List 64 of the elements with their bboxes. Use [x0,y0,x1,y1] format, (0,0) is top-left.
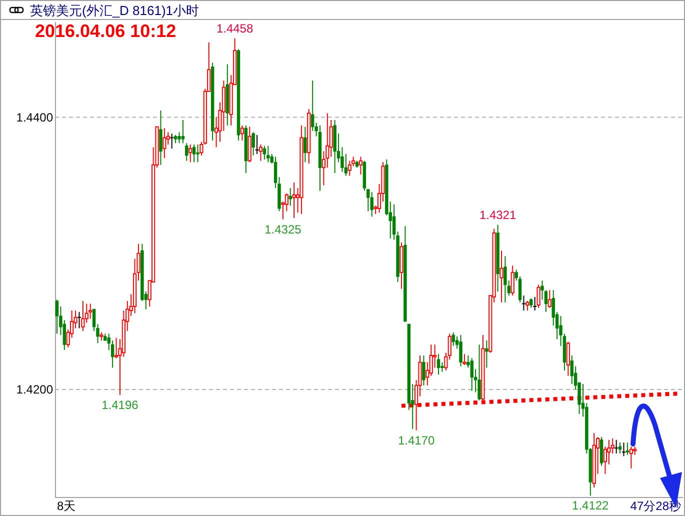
candlestick [536,284,540,308]
candlestick [252,132,255,156]
chart-title: 英镑美元(外汇_D 8161)1小时 [30,3,200,18]
candlestick [436,354,440,376]
candlestick [470,358,474,392]
candlestick [526,300,530,312]
candlestick [500,250,504,303]
candlestick [81,300,85,332]
annotation: 1.4458 [216,21,254,36]
candlestick [181,119,185,144]
candlestick [292,182,296,218]
candlestick [178,132,181,144]
candlestick [304,126,307,163]
candlestick [258,144,263,162]
candlestick [344,154,348,176]
candlestick [614,439,619,454]
candlestick [548,290,552,308]
candlestick [422,354,426,386]
candlestick [240,124,244,141]
candlestick [159,110,162,166]
candlestick [170,133,174,150]
candlestick [288,188,292,206]
annotation: 1.4122 [572,498,610,513]
candlestick [459,334,462,367]
y-tick-label: 1.4200 [16,382,54,396]
candlestick [370,192,374,218]
candlestick [478,344,481,401]
candlestick [621,442,626,457]
candlestick [566,341,570,376]
candlestick [452,332,455,346]
candlestick [62,320,66,351]
candlestick [485,340,488,368]
candlestick [544,290,548,312]
candlestick [504,256,507,303]
candlestick [192,144,196,163]
annotation: 1.4170 [398,433,435,448]
annotation: 1.4325 [264,222,302,236]
annotation: 1.4196 [102,398,139,412]
candlestick [626,442,630,456]
candlestick [629,446,633,469]
candlestick [266,145,270,163]
candlestick [88,303,92,320]
candlestick [510,265,514,296]
annotation: 1.4321 [479,208,516,222]
candlestick [185,142,188,162]
y-tick-label: 1.4400 [16,110,54,124]
candlestick [521,295,526,312]
candlestick [348,160,352,176]
chart-subtitle: 2016.04.06 10:12 [35,21,176,41]
candlestick [262,145,266,160]
candlestick [310,80,314,132]
candlestick [76,311,82,329]
candlestick [196,144,200,163]
candlestick [462,354,466,366]
candlestick [440,362,444,372]
candlestick [55,299,59,334]
candlestick [254,134,260,155]
candlestick [532,296,538,312]
candlestick [162,128,166,159]
candlestick [600,436,604,466]
candlestick [530,298,533,308]
candlestick [358,156,363,175]
candlestick [188,144,192,163]
text: 8天 [57,499,76,513]
